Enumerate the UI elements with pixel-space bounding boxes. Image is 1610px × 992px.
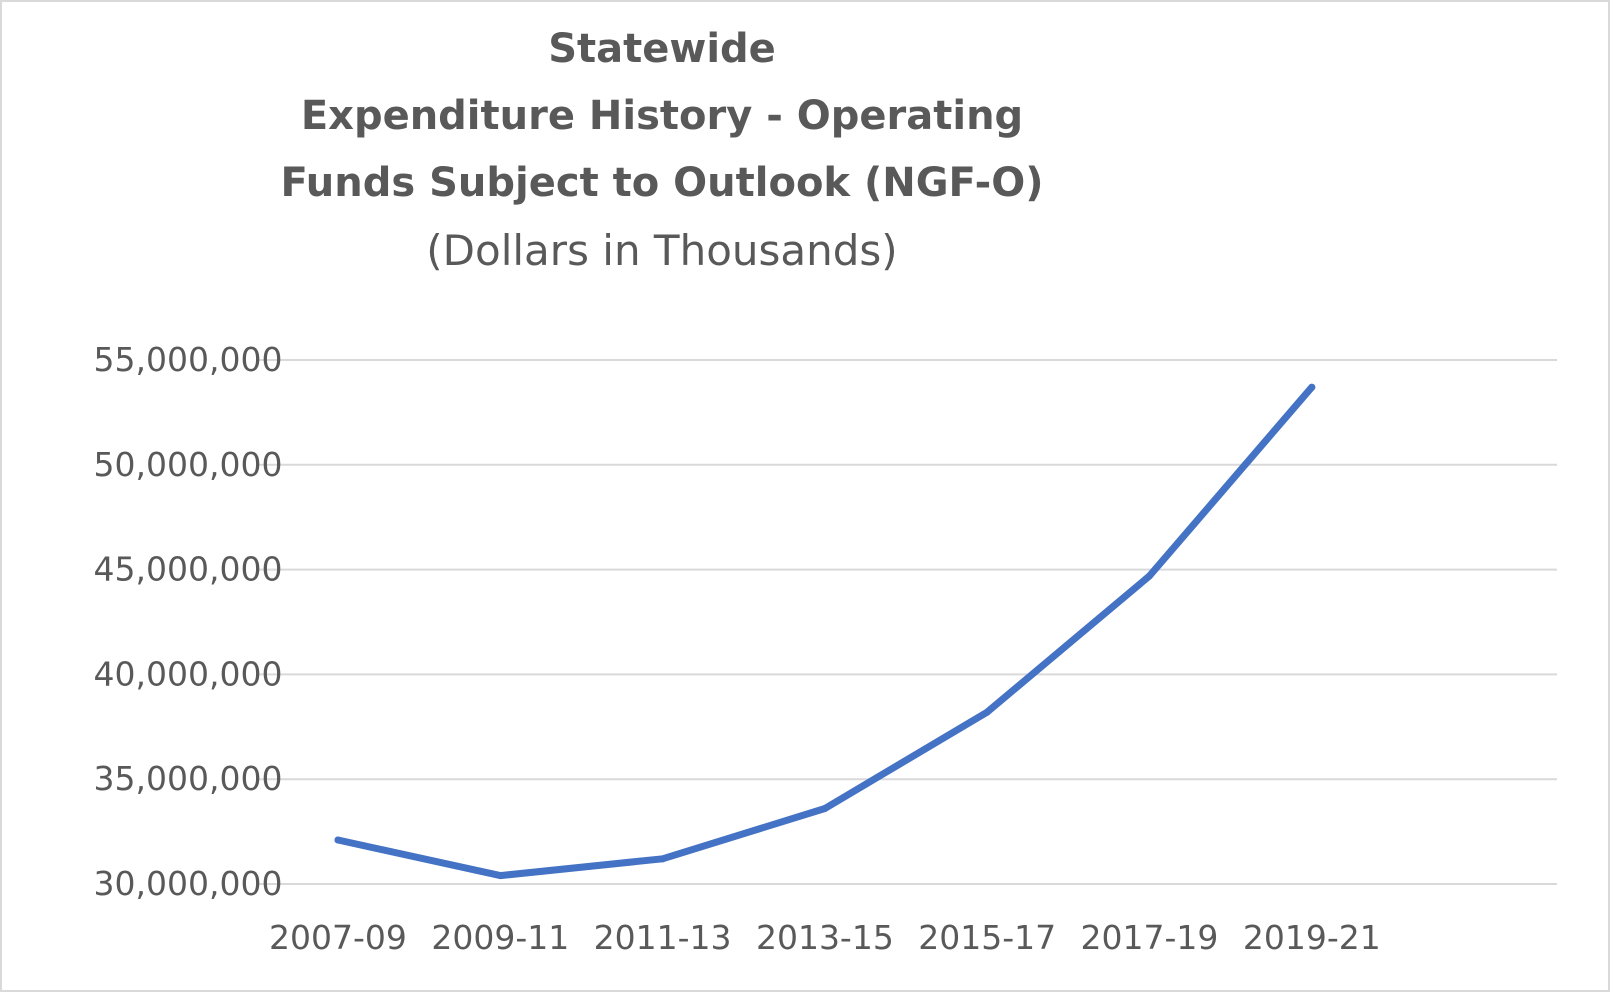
x-tick-label: 2009-11 — [431, 918, 569, 957]
y-tick-label: 45,000,000 — [94, 550, 283, 589]
data-point — [334, 836, 342, 844]
x-tick-label: 2007-09 — [269, 918, 407, 957]
x-tick-label: 2019-21 — [1243, 918, 1381, 957]
data-point — [496, 872, 504, 880]
chart-subtitle: (Dollars in Thousands) — [426, 226, 898, 275]
y-tick-label: 40,000,000 — [94, 654, 283, 693]
y-tick-label: 50,000,000 — [94, 445, 283, 484]
chart-title-line-2: Expenditure History - Operating — [300, 93, 1024, 139]
data-point — [1308, 383, 1316, 391]
y-tick-label: 30,000,000 — [94, 864, 283, 903]
x-tick-label: 2015-17 — [918, 918, 1056, 957]
chart-title-line-3: Funds Subject to Outlook (NGF-O) — [280, 160, 1044, 206]
y-tick-label: 55,000,000 — [94, 340, 283, 379]
chart-title-line-1: Statewide — [548, 26, 776, 72]
data-point — [983, 708, 991, 716]
chart-title: Statewide Expenditure History - Operatin… — [182, 16, 1142, 284]
x-tick-label: 2011-13 — [594, 918, 732, 957]
data-point — [1146, 572, 1153, 580]
series-line — [334, 383, 1316, 880]
x-tick-label: 2013-15 — [756, 918, 894, 957]
data-point — [821, 805, 829, 813]
y-tick-label: 35,000,000 — [94, 759, 283, 798]
x-tick-label: 2017-19 — [1081, 918, 1219, 957]
data-point — [659, 855, 667, 863]
